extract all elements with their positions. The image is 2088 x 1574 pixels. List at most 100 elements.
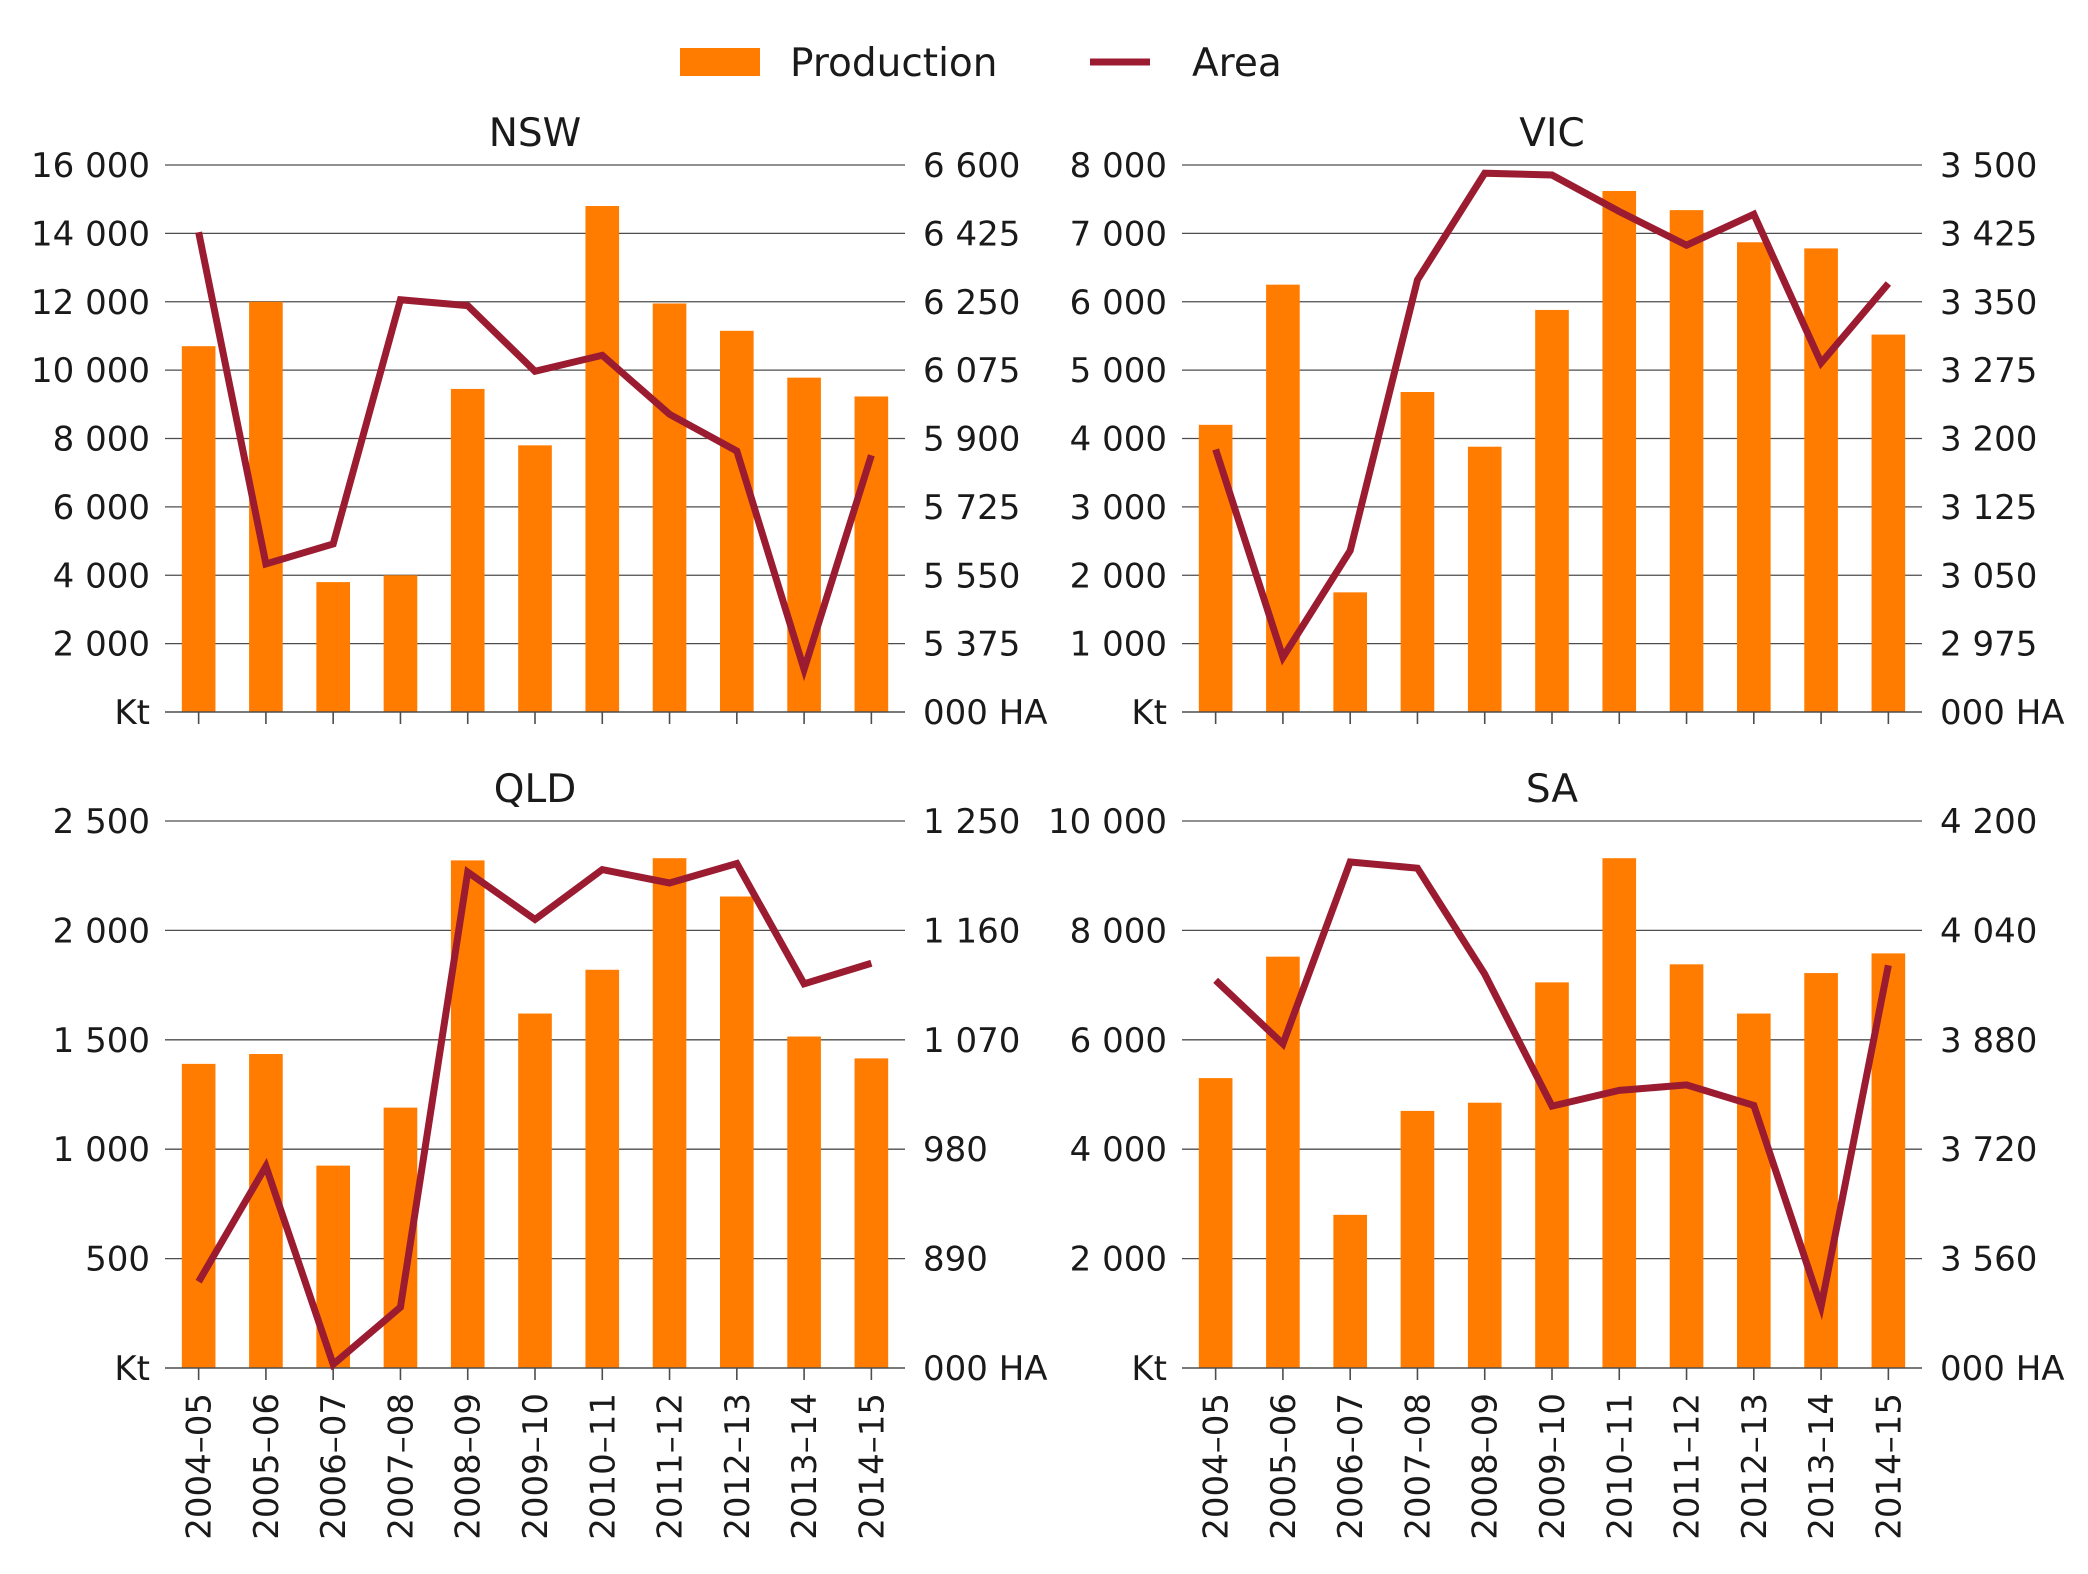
legend-label-production: Production bbox=[790, 41, 998, 86]
x-tick-label: 2014–15 bbox=[1869, 1393, 1909, 1540]
bar-production bbox=[1467, 446, 1502, 712]
x-tick-label: 2005–06 bbox=[247, 1393, 287, 1540]
y-right-tick-label: 2 975 bbox=[1940, 625, 2037, 665]
y-left-tick-label: 1 500 bbox=[53, 1021, 150, 1061]
y-right-tick-label: 6 250 bbox=[923, 283, 1020, 323]
bar-production bbox=[450, 388, 485, 712]
bar-production bbox=[854, 1058, 889, 1368]
bar-production bbox=[1535, 982, 1569, 1368]
x-tick-label: 2012–13 bbox=[718, 1393, 758, 1540]
x-tick-label: 2012–13 bbox=[1735, 1393, 1775, 1540]
y-left-tick-label: 2 000 bbox=[1070, 1240, 1167, 1280]
y-left-tick-label: 4 000 bbox=[53, 556, 150, 596]
y-right-tick-label: 000 HA bbox=[923, 693, 1048, 733]
y-left-tick-label: 500 bbox=[85, 1240, 150, 1280]
x-tick-label: 2014–15 bbox=[852, 1393, 892, 1540]
line-area bbox=[195, 231, 875, 682]
bar-production bbox=[181, 346, 216, 712]
bar-production bbox=[1871, 334, 1906, 712]
y-right-tick-label: 1 160 bbox=[923, 911, 1020, 951]
line-area bbox=[1213, 858, 1892, 1321]
y-right-tick-label: 6 425 bbox=[923, 214, 1020, 254]
y-right-tick-label: 1 070 bbox=[923, 1021, 1020, 1061]
y-right-tick-label: 5 900 bbox=[923, 420, 1020, 460]
y-right-tick-label: 5 550 bbox=[923, 556, 1020, 596]
bar-production bbox=[518, 1013, 552, 1368]
x-tick-label: 2004–05 bbox=[1197, 1393, 1237, 1540]
bar-production bbox=[1467, 1102, 1502, 1368]
y-right-tick-label: 6 075 bbox=[923, 351, 1020, 391]
x-tick-label: 2011–12 bbox=[1668, 1393, 1708, 1540]
x-tick-label: 2010–11 bbox=[583, 1393, 623, 1540]
legend: Production Area bbox=[680, 41, 1282, 86]
y-left-tick-label: 14 000 bbox=[31, 214, 150, 254]
y-right-tick-label: 000 HA bbox=[923, 1349, 1048, 1389]
y-left-tick-label: 4 000 bbox=[1070, 1130, 1167, 1170]
bar-production bbox=[1669, 964, 1704, 1368]
x-tick-label: 2005–06 bbox=[1264, 1393, 1304, 1540]
y-left-tick-label: 2 000 bbox=[53, 625, 150, 665]
bar-production bbox=[1535, 309, 1569, 712]
y-right-tick-label: 980 bbox=[923, 1130, 988, 1170]
bar-production bbox=[1737, 242, 1771, 713]
bar-production bbox=[1333, 1214, 1367, 1368]
bar-production bbox=[1198, 424, 1233, 712]
line-area bbox=[195, 859, 873, 1371]
panel-title: QLD bbox=[494, 767, 576, 812]
bar-production bbox=[585, 969, 620, 1368]
x-tick-label: 2010–11 bbox=[1600, 1393, 1640, 1540]
bar-production bbox=[249, 1054, 283, 1368]
panel-title: SA bbox=[1526, 767, 1578, 812]
bar-production bbox=[1669, 210, 1704, 712]
bar-production bbox=[652, 858, 687, 1368]
x-tick-label: 2008–09 bbox=[449, 1393, 489, 1540]
bar-production bbox=[383, 575, 418, 712]
y-right-tick-label: 000 HA bbox=[1940, 1349, 2065, 1389]
bar-production bbox=[316, 582, 350, 712]
panel-vic: VIC Kt 000 HA 1 000 2 975 2 000 3 050 3 000 3 12… bbox=[1070, 111, 2065, 733]
y-right-tick-label: 3 560 bbox=[1940, 1240, 2037, 1280]
x-tick-label: 2006–07 bbox=[314, 1393, 354, 1540]
x-tick-label: 2009–10 bbox=[516, 1393, 556, 1540]
y-right-tick-label: 3 125 bbox=[1940, 488, 2037, 528]
panel-title: VIC bbox=[1519, 111, 1584, 156]
bar-production bbox=[1602, 190, 1637, 713]
y-left-tick-label: 4 000 bbox=[1070, 420, 1167, 460]
x-tick-label: 2006–07 bbox=[1331, 1393, 1371, 1540]
bar-production bbox=[787, 377, 821, 712]
y-right-tick-label: 3 200 bbox=[1940, 420, 2037, 460]
y-left-tick-label: 3 000 bbox=[1070, 488, 1167, 528]
y-right-tick-label: 3 500 bbox=[1940, 146, 2037, 186]
bar-production bbox=[518, 445, 552, 712]
y-right-tick-label: 890 bbox=[923, 1240, 988, 1280]
legend-swatch-production bbox=[680, 48, 760, 76]
y-right-tick-label: 3 350 bbox=[1940, 283, 2037, 323]
y-right-tick-label: 3 880 bbox=[1940, 1021, 2037, 1061]
x-tick-label: 2013–14 bbox=[785, 1393, 825, 1540]
y-left-tick-label: 2 000 bbox=[1070, 556, 1167, 596]
y-left-tick-label: 8 000 bbox=[1070, 146, 1167, 186]
y-left-tick-label: 7 000 bbox=[1070, 214, 1167, 254]
y-left-tick-label: 6 000 bbox=[53, 488, 150, 528]
bar-production bbox=[652, 303, 687, 712]
bar-production bbox=[720, 330, 754, 712]
bar-production bbox=[1400, 392, 1435, 712]
bar-production bbox=[1266, 956, 1300, 1368]
y-left-tick-label: 2 500 bbox=[53, 802, 150, 842]
x-tick-label: 2011–12 bbox=[651, 1393, 691, 1540]
y-left-tick-label: 1 000 bbox=[53, 1130, 150, 1170]
bar-production bbox=[1198, 1078, 1233, 1368]
y-left-tick-label: 1 000 bbox=[1070, 625, 1167, 665]
y-right-tick-label: 6 600 bbox=[923, 146, 1020, 186]
y-left-tick-label: 6 000 bbox=[1070, 283, 1167, 323]
bar-production bbox=[1737, 1013, 1771, 1368]
y-right-tick-label: 1 250 bbox=[923, 802, 1020, 842]
bar-production bbox=[787, 1036, 821, 1368]
y-left-tick-label: Kt bbox=[114, 1349, 150, 1389]
bar-production bbox=[1400, 1110, 1435, 1368]
x-tick-label: 2007–08 bbox=[381, 1393, 421, 1540]
panel-nsw: NSW Kt 000 HA 2 000 5 375 4 000 5 550 6 000 5 72… bbox=[31, 111, 1048, 733]
x-tick-label: 2004–05 bbox=[180, 1393, 220, 1540]
y-left-tick-label: 5 000 bbox=[1070, 351, 1167, 391]
x-tick-label: 2009–10 bbox=[1533, 1393, 1573, 1540]
